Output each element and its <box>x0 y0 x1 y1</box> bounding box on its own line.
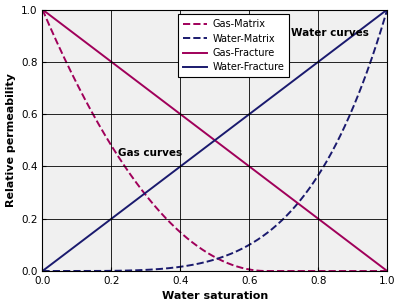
Water-Fracture <box>192 154 197 158</box>
Water-Fracture <box>180 163 184 167</box>
Legend: Gas-Matrix, Water-Matrix, Gas-Fracture, Water-Fracture: Gas-Matrix, Water-Matrix, Gas-Fracture, … <box>178 14 289 77</box>
Water-Matrix <box>192 263 197 266</box>
Gas-Matrix <box>316 269 320 273</box>
Gas-Fracture <box>75 34 80 38</box>
Gas-Matrix <box>40 8 45 11</box>
Line: Water-Fracture: Water-Fracture <box>43 10 387 271</box>
Gas-Fracture <box>385 269 390 273</box>
Text: Water curves: Water curves <box>291 28 369 38</box>
Gas-Matrix <box>309 269 314 273</box>
Gas-Matrix <box>192 242 197 246</box>
Gas-Matrix <box>277 269 282 273</box>
Water-Matrix <box>40 269 45 273</box>
Water-Matrix <box>180 265 184 268</box>
Gas-Matrix <box>264 269 269 273</box>
Y-axis label: Relative permeability: Relative permeability <box>6 73 16 207</box>
Gas-Fracture <box>315 216 320 220</box>
Water-Matrix <box>315 175 320 178</box>
Gas-Fracture <box>309 212 314 215</box>
Line: Water-Matrix: Water-Matrix <box>43 10 387 271</box>
Gas-Fracture <box>277 187 282 191</box>
Gas-Fracture <box>180 114 184 117</box>
Water-Fracture <box>277 90 282 93</box>
Water-Matrix <box>385 8 390 11</box>
Gas-Matrix <box>75 84 80 87</box>
Water-Matrix <box>309 184 314 188</box>
Water-Fracture <box>385 8 390 11</box>
Gas-Matrix <box>385 269 390 273</box>
Gas-Fracture <box>40 8 45 11</box>
Water-Matrix <box>75 269 80 273</box>
Line: Gas-Matrix: Gas-Matrix <box>43 10 387 271</box>
Line: Gas-Fracture: Gas-Fracture <box>43 10 387 271</box>
Water-Matrix <box>277 221 282 225</box>
X-axis label: Water saturation: Water saturation <box>162 291 268 301</box>
Water-Fracture <box>309 65 314 69</box>
Water-Fracture <box>40 269 45 273</box>
Water-Fracture <box>315 60 320 64</box>
Gas-Matrix <box>180 232 184 235</box>
Water-Fracture <box>75 243 80 246</box>
Text: Gas curves: Gas curves <box>118 148 182 158</box>
Gas-Fracture <box>192 123 197 126</box>
